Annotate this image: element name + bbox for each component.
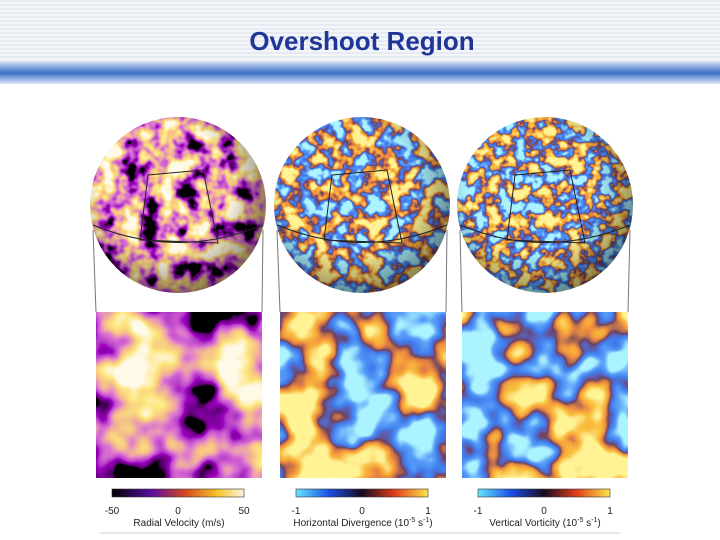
- colorbar-tick: -50: [105, 506, 120, 517]
- label-part: -1: [423, 517, 429, 524]
- colorbar-tick: -1: [474, 506, 483, 517]
- label-part: s: [583, 518, 591, 529]
- label-part: ): [429, 518, 432, 529]
- sphere-shade: [274, 117, 450, 293]
- colorbar-tick: 50: [238, 506, 250, 517]
- sphere-patch: [459, 169, 631, 244]
- connector: [261, 229, 264, 313]
- label-part: ): [597, 518, 600, 529]
- header-band: [0, 62, 720, 84]
- header-bg: [0, 0, 720, 62]
- colorbar-tick: 0: [359, 506, 365, 517]
- label-part: -5: [409, 517, 415, 524]
- connector: [276, 229, 281, 313]
- colorbar: [111, 488, 245, 498]
- label-part: Vertical Vorticity (10: [489, 518, 577, 529]
- label-part: Horizontal Divergence (10: [293, 518, 409, 529]
- colorbar: [295, 488, 429, 498]
- label-part: -5: [577, 517, 583, 524]
- sphere-shade: [90, 117, 266, 293]
- colorbar-label: Horizontal Divergence (10-5 s-1): [293, 517, 432, 529]
- connector: [92, 229, 97, 313]
- colorbar-tick: 0: [175, 506, 181, 517]
- colorbar-tick: 0: [541, 506, 547, 517]
- zoom-panel: [461, 311, 629, 479]
- colorbar-tick: 1: [425, 506, 431, 517]
- colorbar: [477, 488, 611, 498]
- slide-title: Overshoot Region: [249, 26, 474, 56]
- colorbar-label: Vertical Vorticity (10-5 s-1): [489, 517, 600, 529]
- colorbar-tick: -1: [292, 506, 301, 517]
- colorbar-label: Radial Velocity (m/s): [133, 518, 224, 529]
- colorbar-tick: 1: [607, 506, 613, 517]
- connector: [459, 229, 463, 313]
- zoom-panel: [279, 311, 447, 479]
- connector: [445, 229, 448, 313]
- sphere-patch: [92, 169, 264, 244]
- zoom-panel: [95, 311, 263, 479]
- sphere-patch: [276, 169, 448, 244]
- label-part: -1: [591, 517, 597, 524]
- label-part: s: [415, 518, 423, 529]
- sphere-shade: [457, 117, 633, 293]
- connector: [627, 229, 631, 313]
- label-part: Radial Velocity (m/s): [133, 518, 224, 529]
